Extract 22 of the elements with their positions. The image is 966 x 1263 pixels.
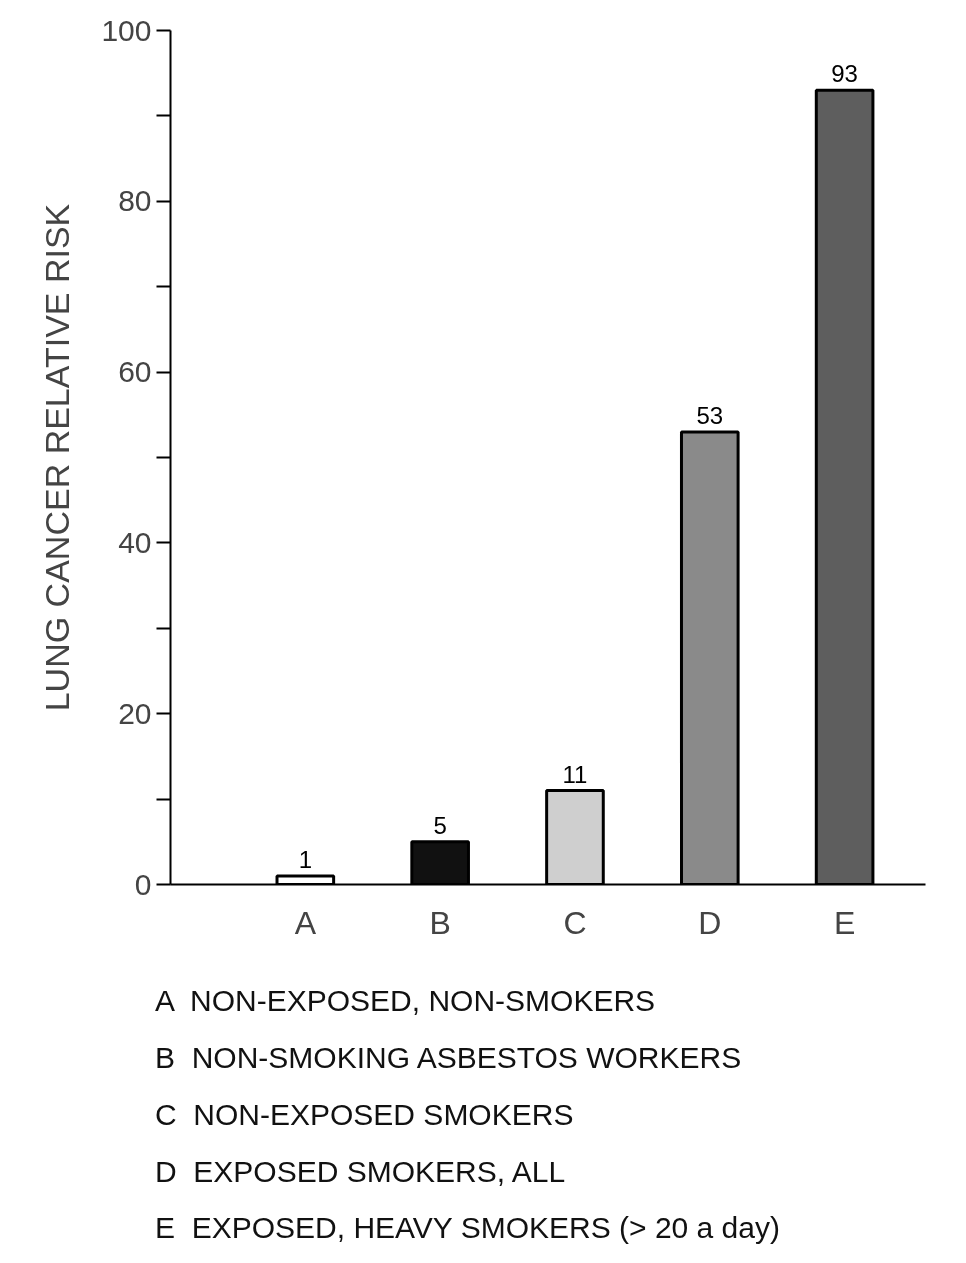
x-tick-label: A bbox=[294, 904, 317, 941]
x-tick-label: C bbox=[563, 904, 587, 941]
text: C NON-EXPOSED SMOKERS bbox=[155, 1096, 575, 1133]
y-tick-label: 80 bbox=[118, 184, 152, 218]
x-tick-label: E bbox=[833, 904, 856, 941]
text: D EXPOSED SMOKERS, ALL bbox=[155, 1153, 567, 1190]
y-tick-label: 0 bbox=[134, 867, 152, 901]
data-label: 1 bbox=[298, 845, 313, 873]
y-tick-label: 40 bbox=[118, 525, 152, 559]
y-axis-title: LUNG CANCER RELATIVE RISK bbox=[38, 203, 77, 712]
data-label: 53 bbox=[696, 401, 724, 429]
data-label: 11 bbox=[562, 760, 588, 788]
x-tick-label: B bbox=[429, 904, 451, 941]
data-label: 5 bbox=[433, 811, 447, 839]
x-tick-label: D bbox=[698, 904, 722, 941]
y-tick-label: 60 bbox=[118, 355, 152, 389]
y-tick-label: 20 bbox=[118, 696, 152, 730]
data-label: 93 bbox=[831, 60, 858, 88]
text: E EXPOSED, HEAVY SMOKERS (> 20 a day) bbox=[155, 1210, 780, 1247]
text: B NON-SMOKING ASBESTOS WORKERS bbox=[155, 1039, 743, 1076]
y-tick-label: 100 bbox=[101, 13, 152, 47]
text: A NON-EXPOSED, NON-SMOKERS bbox=[155, 983, 657, 1019]
